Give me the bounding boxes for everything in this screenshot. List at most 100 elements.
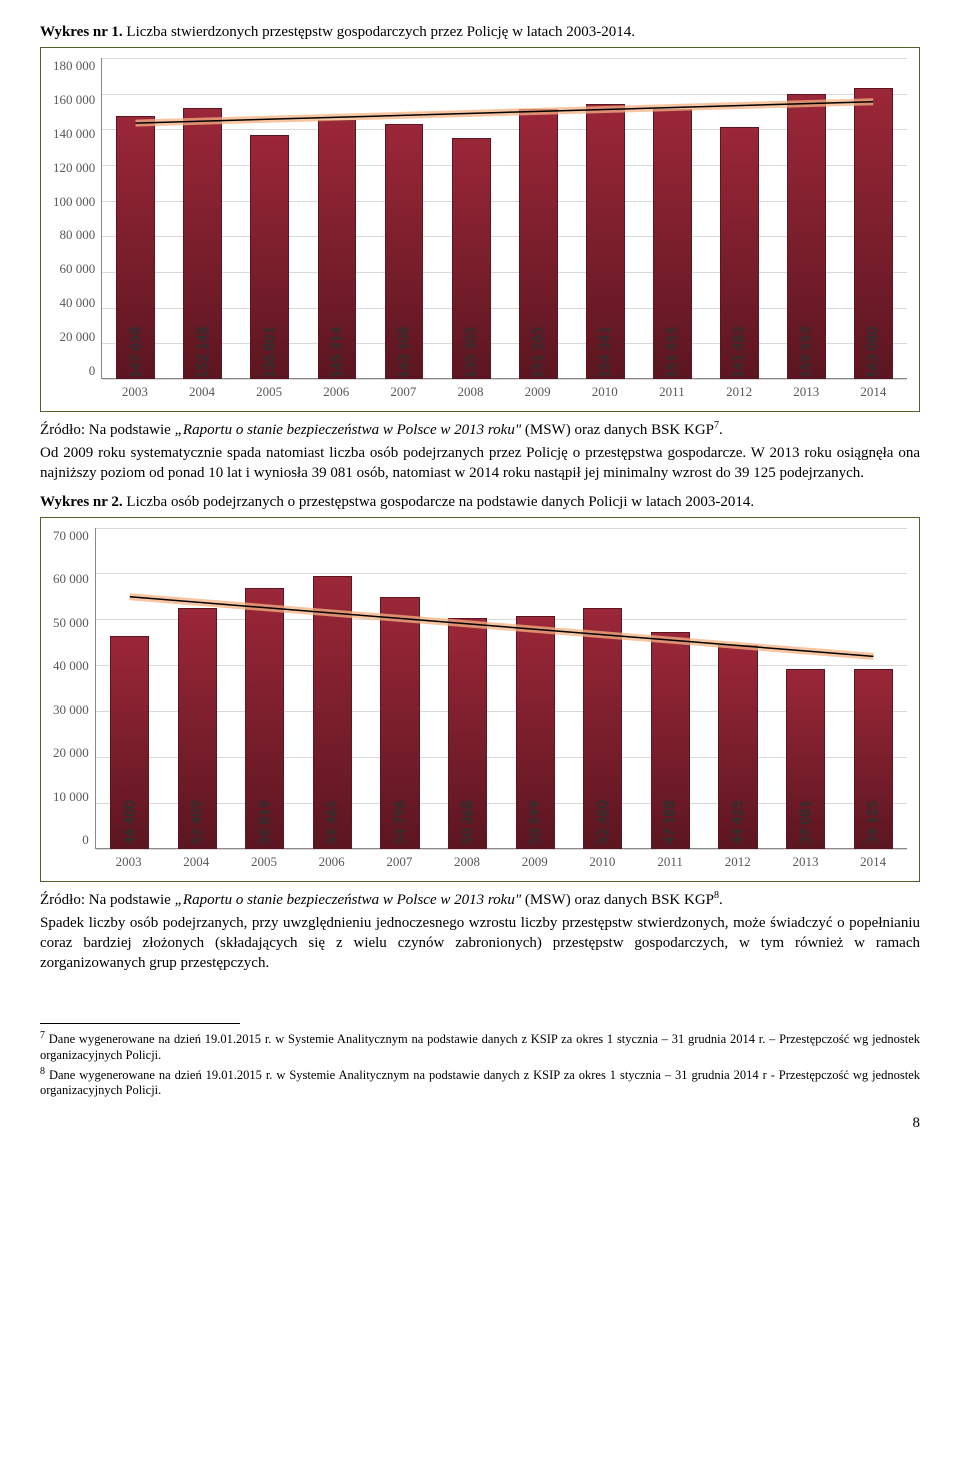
- x-tick-label: 2013: [772, 854, 840, 870]
- chart2-title-rest: Liczba osób podejrzanych o przestępstwa …: [123, 494, 754, 510]
- y-tick-label: 40 000: [60, 295, 96, 311]
- bar: 59 465: [313, 576, 352, 849]
- x-tick-label: 2011: [638, 384, 705, 400]
- x-tick-label: 2011: [636, 854, 704, 870]
- bar-value-label: 39 081: [796, 800, 815, 844]
- footnote-rule: [40, 1023, 240, 1024]
- bar-slot: 54 796: [366, 528, 434, 849]
- x-tick-label: 2006: [298, 854, 366, 870]
- y-tick-label: 60 000: [60, 261, 96, 277]
- x-tick-label: 2014: [840, 384, 907, 400]
- bar-value-label: 163 080: [864, 326, 883, 378]
- document-page: Wykres nr 1. Liczba stwierdzonych przest…: [40, 24, 920, 1132]
- x-tick-label: 2004: [162, 854, 230, 870]
- bar-value-label: 147 658: [126, 326, 145, 378]
- bar-value-label: 59 465: [323, 800, 342, 844]
- x-tick-label: 2012: [706, 384, 773, 400]
- chart1-title-prefix: Wykres nr 1.: [40, 24, 123, 40]
- chart1: 180 000160 000140 000120 000100 00080 00…: [40, 47, 920, 412]
- bar: 163 080: [854, 88, 893, 379]
- x-tick-label: 2010: [569, 854, 637, 870]
- bar: 50 368: [448, 618, 487, 849]
- bar-slot: 50 599: [501, 528, 569, 849]
- bar-slot: 56 819: [231, 528, 299, 849]
- bar: 154 341: [586, 104, 625, 379]
- bar-value-label: 159 553: [797, 326, 816, 378]
- bar: 39 081: [786, 669, 825, 848]
- bar: 47 188: [651, 632, 690, 848]
- bar-slot: 147 658: [102, 58, 169, 379]
- bar-slot: 159 553: [773, 58, 840, 379]
- y-axis: 70 00060 00050 00040 00030 00020 00010 0…: [53, 528, 95, 849]
- bar: 52 409: [178, 608, 217, 848]
- x-tick-label: 2003: [101, 384, 168, 400]
- bar-slot: 152 148: [169, 58, 236, 379]
- y-tick-label: 100 000: [53, 194, 95, 210]
- y-tick-label: 60 000: [53, 571, 89, 587]
- bar-slot: 145 314: [303, 58, 370, 379]
- x-tick-label: 2008: [433, 854, 501, 870]
- x-tick-label: 2004: [168, 384, 235, 400]
- bar-value-label: 136 801: [260, 326, 279, 378]
- bar-slot: 39 125: [839, 528, 907, 849]
- bar-slot: 151 265: [505, 58, 572, 379]
- bar-slot: 52 480: [569, 528, 637, 849]
- bar-value-label: 47 188: [661, 800, 680, 844]
- bar-value-label: 52 409: [188, 800, 207, 844]
- x-tick-label: 2012: [704, 854, 772, 870]
- bar-value-label: 54 796: [390, 800, 409, 844]
- y-axis: 180 000160 000140 000120 000100 00080 00…: [53, 58, 101, 379]
- bar-slot: 44 425: [704, 528, 772, 849]
- y-tick-label: 180 000: [53, 58, 95, 74]
- bar-slot: 46 400: [96, 528, 164, 849]
- bar-value-label: 39 125: [864, 800, 883, 844]
- chart2: 70 00060 00050 00040 00030 00020 00010 0…: [40, 517, 920, 882]
- bar-value-label: 50 599: [526, 800, 545, 844]
- paragraph-1: Od 2009 roku systematycznie spada natomi…: [40, 443, 920, 484]
- chart1-source: Źródło: Na podstawie „Raportu o stanie b…: [40, 420, 920, 439]
- x-tick-label: 2010: [571, 384, 638, 400]
- bar: 141 483: [720, 127, 759, 379]
- bar-slot: 135 305: [438, 58, 505, 379]
- bar: 46 400: [110, 636, 149, 849]
- x-tick-label: 2009: [501, 854, 569, 870]
- y-tick-label: 20 000: [53, 745, 89, 761]
- x-tick-label: 2008: [437, 384, 504, 400]
- bar: 56 819: [245, 588, 284, 849]
- chart2-source: Źródło: Na podstawie „Raportu o stanie b…: [40, 890, 920, 909]
- bar: 54 796: [380, 597, 419, 848]
- bar-slot: 52 409: [163, 528, 231, 849]
- paragraph-2: Spadek liczby osób podejrzanych, przy uw…: [40, 913, 920, 974]
- bar: 143 108: [385, 124, 424, 379]
- y-tick-label: 140 000: [53, 126, 95, 142]
- bar-value-label: 154 341: [596, 326, 615, 378]
- y-tick-label: 40 000: [53, 658, 89, 674]
- bar-slot: 163 080: [840, 58, 907, 379]
- chart2-title-prefix: Wykres nr 2.: [40, 494, 123, 510]
- bar-value-label: 44 425: [729, 800, 748, 844]
- y-tick-label: 0: [82, 832, 89, 848]
- y-tick-label: 20 000: [60, 329, 96, 345]
- bar-slot: 154 341: [572, 58, 639, 379]
- bar: 147 658: [116, 116, 155, 379]
- bar-value-label: 141 483: [730, 326, 749, 378]
- x-tick-label: 2013: [773, 384, 840, 400]
- footnote-8: 8 Dane wygenerowane na dzień 19.01.2015 …: [40, 1066, 920, 1099]
- bar: 135 305: [452, 138, 491, 379]
- chart2-title: Wykres nr 2. Liczba osób podejrzanych o …: [40, 494, 920, 511]
- chart1-title-rest: Liczba stwierdzonych przestępstw gospoda…: [123, 24, 635, 40]
- x-tick-label: 2009: [504, 384, 571, 400]
- bar-value-label: 152 148: [193, 326, 212, 378]
- bar: 52 480: [583, 608, 622, 849]
- x-axis: 2003200420052006200720082009201020112012…: [101, 379, 907, 405]
- bar-slot: 59 465: [299, 528, 367, 849]
- bar: 50 599: [516, 616, 555, 848]
- bar-value-label: 46 400: [120, 800, 139, 844]
- bar-slot: 151 655: [639, 58, 706, 379]
- bar-value-label: 135 305: [462, 326, 481, 378]
- bar: 159 553: [787, 94, 826, 379]
- y-tick-label: 160 000: [53, 92, 95, 108]
- bar-value-label: 151 655: [663, 326, 682, 378]
- bar-value-label: 151 265: [529, 326, 548, 378]
- x-tick-label: 2006: [303, 384, 370, 400]
